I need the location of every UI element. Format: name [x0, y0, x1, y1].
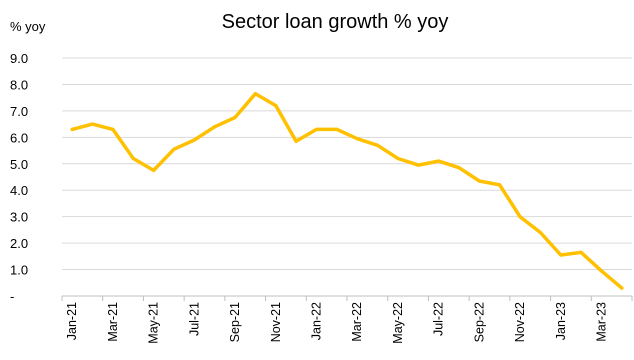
x-tick-label: May-21: [147, 302, 161, 344]
x-tick-label: Mar-23: [594, 302, 608, 342]
data-point: [599, 269, 604, 273]
data-point: [457, 166, 461, 170]
data-point: [620, 286, 624, 290]
data-point: [274, 104, 278, 108]
data-point: [172, 147, 176, 151]
data-point: [192, 138, 196, 142]
data-point: [498, 183, 502, 187]
y-tick-label: 9.0: [10, 51, 28, 66]
data-point: [538, 230, 542, 235]
y-tick-label: 8.0: [10, 77, 28, 92]
x-tick-label: Sep-21: [228, 302, 242, 342]
data-point: [131, 156, 135, 161]
data-point: [90, 122, 95, 126]
series-lines: [70, 91, 624, 290]
series-line-0: [70, 91, 624, 290]
chart-title: Sector loan growth % yoy: [222, 11, 449, 33]
data-point: [396, 156, 400, 161]
data-point: [477, 179, 481, 183]
data-point: [375, 143, 380, 147]
y-tick-label: 3.0: [10, 210, 28, 225]
x-tick-label: Mar-21: [106, 302, 120, 342]
x-tick-label: Jan-21: [65, 302, 79, 340]
x-tick-label: Sep-22: [472, 302, 486, 342]
y-axis-unit-label: % yoy: [10, 19, 46, 34]
x-tick-label: Jul-21: [187, 302, 201, 336]
x-axis: Jan-21 Mar-21 May-21 Jul-21 Sep-21 Nov-21 Jan-…: [61, 295, 633, 344]
x-tick-label: Nov-22: [513, 302, 527, 342]
x-tick-label: Jan-23: [554, 302, 568, 340]
data-point: [111, 127, 115, 131]
x-tick-label: Nov-21: [269, 302, 283, 342]
data-point: [355, 137, 359, 141]
y-tick-label: 7.0: [10, 104, 28, 119]
y-tick-label: 6.0: [10, 130, 28, 145]
data-point: [294, 139, 298, 143]
y-axis-tick-labels: - 1.0 2.0 3.0 4.0 5.0 6.0 7.0 8.0 9.0: [10, 51, 28, 304]
x-tick-label: May-22: [391, 302, 405, 344]
data-point: [416, 163, 420, 167]
data-point: [314, 127, 319, 131]
data-point: [437, 159, 441, 163]
y-tick-label: 4.0: [10, 183, 28, 198]
x-tick-label: Jul-22: [432, 302, 446, 336]
data-point: [518, 215, 522, 219]
x-tick-label: Mar-22: [350, 302, 364, 342]
data-point: [335, 127, 339, 131]
data-point: [233, 115, 237, 120]
y-tick-label: 2.0: [10, 236, 28, 251]
y-tick-label: 5.0: [10, 157, 28, 172]
x-tick-label: Jan-22: [309, 302, 323, 340]
data-point: [579, 250, 583, 254]
y-tick-label: -: [10, 289, 14, 304]
gridlines: [62, 57, 632, 271]
data-point: [253, 92, 257, 96]
data-point: [559, 253, 563, 257]
data-point: [213, 125, 217, 129]
y-tick-label: 1.0: [10, 263, 28, 278]
data-point: [70, 127, 74, 131]
data-point: [152, 168, 156, 172]
